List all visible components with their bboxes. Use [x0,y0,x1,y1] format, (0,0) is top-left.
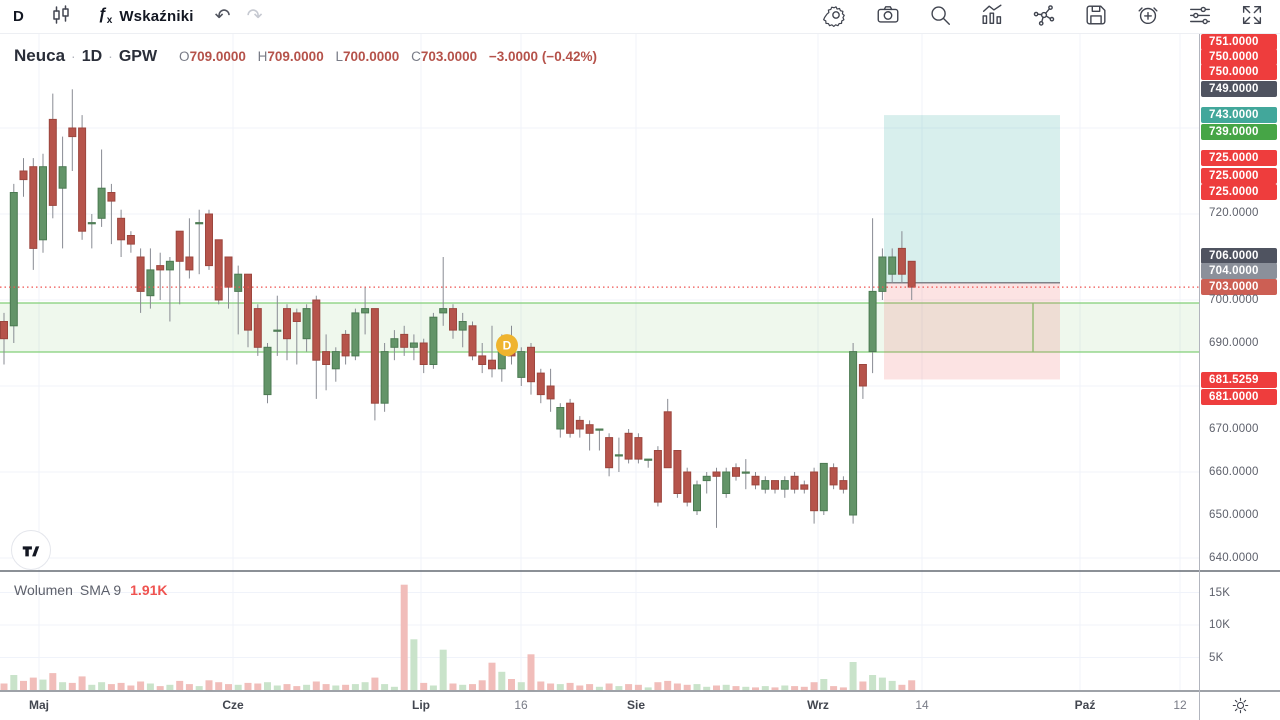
redo-icon: ↷ [246,6,263,27]
close-label: C [411,49,421,64]
time-scale-tick: Wrz [807,698,829,712]
price-scale-tick: 670.0000 [1209,423,1259,435]
time-scale-tick: Lip [412,698,430,712]
volume-scale-tick: 15K [1209,586,1231,599]
low-label: L [335,49,343,64]
legend-exchange: GPW [118,48,158,65]
price-label-chip: 725.0000 [1201,184,1277,200]
undo-button[interactable]: ↶ [207,0,239,33]
change-value: −3.0000 (−0.42%) [488,49,597,64]
ohlc-values: O709.0000 H709.0000 L700.0000 C703.0000 … [171,49,597,64]
tradingview-logo[interactable] [11,530,51,570]
time-scale-tick: Cze [222,698,244,712]
price-scale-tick: 690.0000 [1209,337,1259,349]
toolbar-left-group: D ƒx Wskaźniki ↶ ↷ [0,0,270,33]
time-axis[interactable]: Maj Cze Lip 16 Sie Wrz 14 Paź 12 [0,691,1199,720]
low-value: 700.0000 [342,49,400,64]
price-label-chip: 681.5259 [1201,372,1277,388]
price-label-chip: 703.0000 [1201,279,1277,295]
price-scale-tick: 700.0000 [1209,294,1259,306]
price-label-chip: 706.0000 [1201,248,1277,264]
tv-monogram-icon [22,546,40,557]
alarm-clock-plus-icon [1135,2,1161,31]
node-graph-icon [1031,2,1057,31]
symbol-name: Neuca [14,46,66,65]
chart-properties-button[interactable] [1186,3,1214,31]
fullscreen-button[interactable] [1238,3,1266,31]
sliders-icon [1187,2,1213,31]
price-scale-tick: 650.0000 [1209,509,1259,521]
close-value: 703.0000 [420,49,478,64]
save-layout-button[interactable] [1082,3,1110,31]
open-value: 709.0000 [189,49,246,64]
time-scale-tick: Sie [626,698,646,712]
time-scale-tick: 16 [514,698,528,712]
price-label-chip: 743.0000 [1201,107,1277,123]
volume-sma-value: 1.91K [130,582,168,598]
price-label-chip: 725.0000 [1201,168,1277,184]
volume-label: Wolumen [14,582,73,598]
volume-sma-label: SMA 9 [79,582,122,598]
floppy-save-icon [1083,2,1109,31]
price-label-chip: 681.0000 [1201,389,1277,405]
svg-text:D: D [503,339,512,353]
volume-legend[interactable]: Wolumen SMA 9 1.91K [14,582,168,598]
candlestick-icon [50,4,72,29]
undo-icon: ↶ [214,6,231,27]
object-tree-button[interactable] [1030,3,1058,31]
price-label-chip: 750.0000 [1201,64,1277,80]
price-label-chip: 739.0000 [1201,124,1277,140]
alert-button[interactable] [1134,3,1162,31]
redo-button[interactable]: ↷ [239,0,271,33]
search-button[interactable] [926,3,954,31]
legend-separator: · [108,48,113,64]
high-value: 709.0000 [267,49,324,64]
settings-button[interactable] [822,3,850,31]
price-label-chip: 704.0000 [1201,263,1277,279]
legend-interval: 1D [81,48,103,65]
snapshot-button[interactable] [874,3,902,31]
fullscreen-arrows-icon [1239,2,1265,31]
timeframe-label: D [13,8,24,25]
volume-scale-tick: 5K [1209,651,1224,664]
price-label-chip: 750.0000 [1201,49,1277,65]
legend-separator: · [71,48,76,64]
time-scale-tick: 12 [1173,698,1187,712]
price-scale-tick: 720.0000 [1209,207,1259,219]
sun-icon [1232,697,1248,714]
camera-icon [875,2,901,31]
toolbar-right-group [822,0,1280,33]
time-scale-tick: Maj [28,698,50,712]
indicators-button[interactable]: ƒx Wskaźniki [85,0,207,33]
chart-style-button[interactable] [37,0,85,33]
compare-button[interactable] [978,3,1006,31]
axis-settings-corner[interactable] [1200,691,1280,720]
indicators-label: Wskaźniki [119,8,194,25]
price-scale-tick: 660.0000 [1209,466,1259,478]
gear-icon [823,2,849,31]
symbol-legend[interactable]: Neuca · 1D · GPW O709.0000 H709.0000 L70… [14,46,597,66]
search-icon [927,2,953,31]
timeframe-button[interactable]: D [0,0,37,33]
price-label-chip: 751.0000 [1201,34,1277,50]
price-label-chip: 749.0000 [1201,81,1277,97]
fx-icon: ƒx [97,6,113,27]
price-scale-tick: 640.0000 [1209,552,1259,564]
top-toolbar: D ƒx Wskaźniki ↶ ↷ [0,0,1280,34]
price-label-chip: 725.0000 [1201,150,1277,166]
bar-chart-icon [979,2,1005,31]
high-label: H [257,49,268,64]
volume-scale-tick: 10K [1209,619,1231,631]
time-scale-tick: Paź [1074,698,1096,712]
price-axis[interactable]: 751.0000 750.0000 750.0000 749.0000 743.0000… [1200,33,1280,720]
time-scale-tick: 14 [915,698,929,712]
open-label: O [179,49,190,64]
